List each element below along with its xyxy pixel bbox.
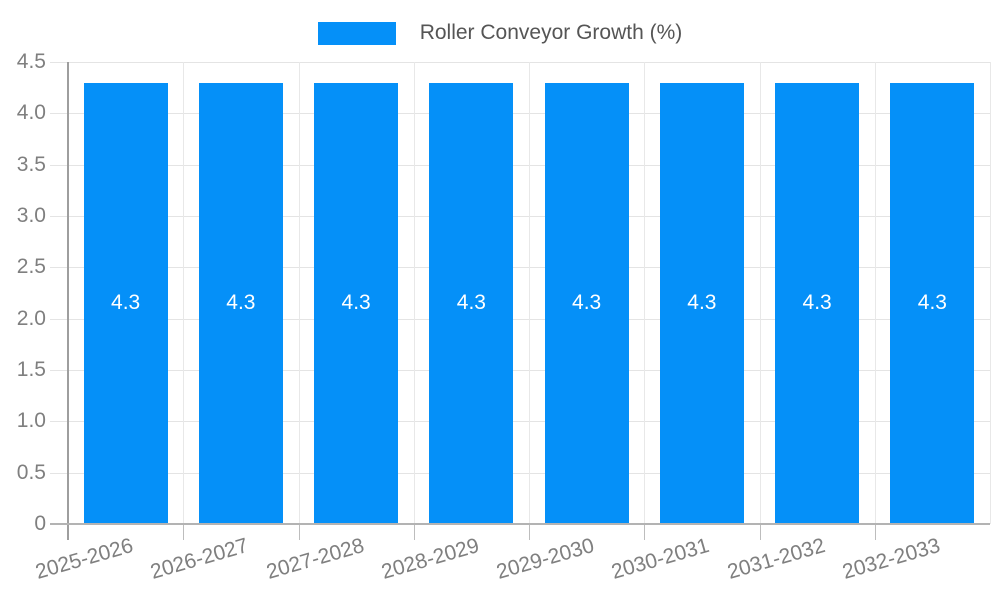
y-axis-tick-label: 4.0 [16,101,46,125]
x-axis-tick [413,524,415,540]
y-axis-tick-label: 2.5 [16,255,46,279]
bar-value-label: 4.3 [111,291,141,315]
x-axis-tick-label: 2032-2033 [839,534,943,584]
bar-value-label: 4.3 [456,291,486,315]
y-axis-tick-label: 0 [34,512,46,535]
x-axis-tick-label: 2027-2028 [263,534,367,584]
x-axis-tick [183,524,185,540]
x-axis-tick [874,524,876,540]
x-gridline [298,62,300,524]
bar[interactable] [890,82,975,524]
y-gridline [50,267,990,269]
y-axis-line [67,62,69,540]
bar[interactable] [429,82,514,524]
bar[interactable] [659,82,744,524]
legend-label: Roller Conveyor Growth (%) [419,21,683,44]
x-gridline [413,62,415,524]
bar-value-label: 4.3 [687,291,717,315]
x-axis-tick-label: 2025-2026 [33,534,136,584]
x-gridline [759,62,761,524]
x-gridline [183,62,185,524]
x-gridline [529,62,530,524]
bar[interactable] [314,82,399,524]
y-axis-tick-label: 3.5 [16,152,46,176]
y-axis-tick-label: 4.5 [16,50,46,73]
x-axis-line [50,523,990,525]
y-axis-tick-label: 0.5 [16,460,46,484]
y-gridline [50,62,990,63]
x-axis-tick [759,524,761,540]
bar[interactable] [544,82,629,524]
y-gridline [50,164,990,166]
y-axis-tick-label: 1.5 [16,358,46,381]
x-axis-tick [529,524,530,540]
y-gridline [50,370,990,371]
y-gridline [50,113,990,115]
bar-value-label: 4.3 [802,291,832,315]
x-gridline [874,62,876,524]
y-axis-tick-label: 1.0 [16,409,46,433]
x-axis-tick-label: 2030-2031 [609,534,713,584]
y-gridline [50,318,990,320]
x-gridline [644,62,646,524]
plot-right-border [990,62,991,524]
y-axis-tick-label: 3.0 [16,204,46,227]
bar[interactable] [198,82,283,524]
legend-swatch-icon [317,21,396,45]
bar[interactable] [775,82,860,524]
chart-legend[interactable]: Roller Conveyor Growth (%) [0,18,1000,48]
x-axis-tick [298,524,300,540]
bar-value-label: 4.3 [341,291,371,315]
y-gridline [50,472,990,474]
bar[interactable] [83,82,168,524]
x-axis-tick-label: 2026-2027 [148,534,252,584]
bar-value-label: 4.3 [226,291,256,315]
y-axis-tick-label: 2.0 [16,306,46,330]
bar-value-label: 4.3 [572,291,602,315]
bar-value-label: 4.3 [917,291,947,315]
y-gridline [50,216,990,217]
y-gridline [50,421,990,423]
x-axis-tick [644,524,646,540]
x-axis-tick-label: 2029-2030 [494,534,597,584]
x-axis-tick-label: 2031-2032 [724,534,828,584]
x-axis-tick-label: 2028-2029 [378,534,482,584]
